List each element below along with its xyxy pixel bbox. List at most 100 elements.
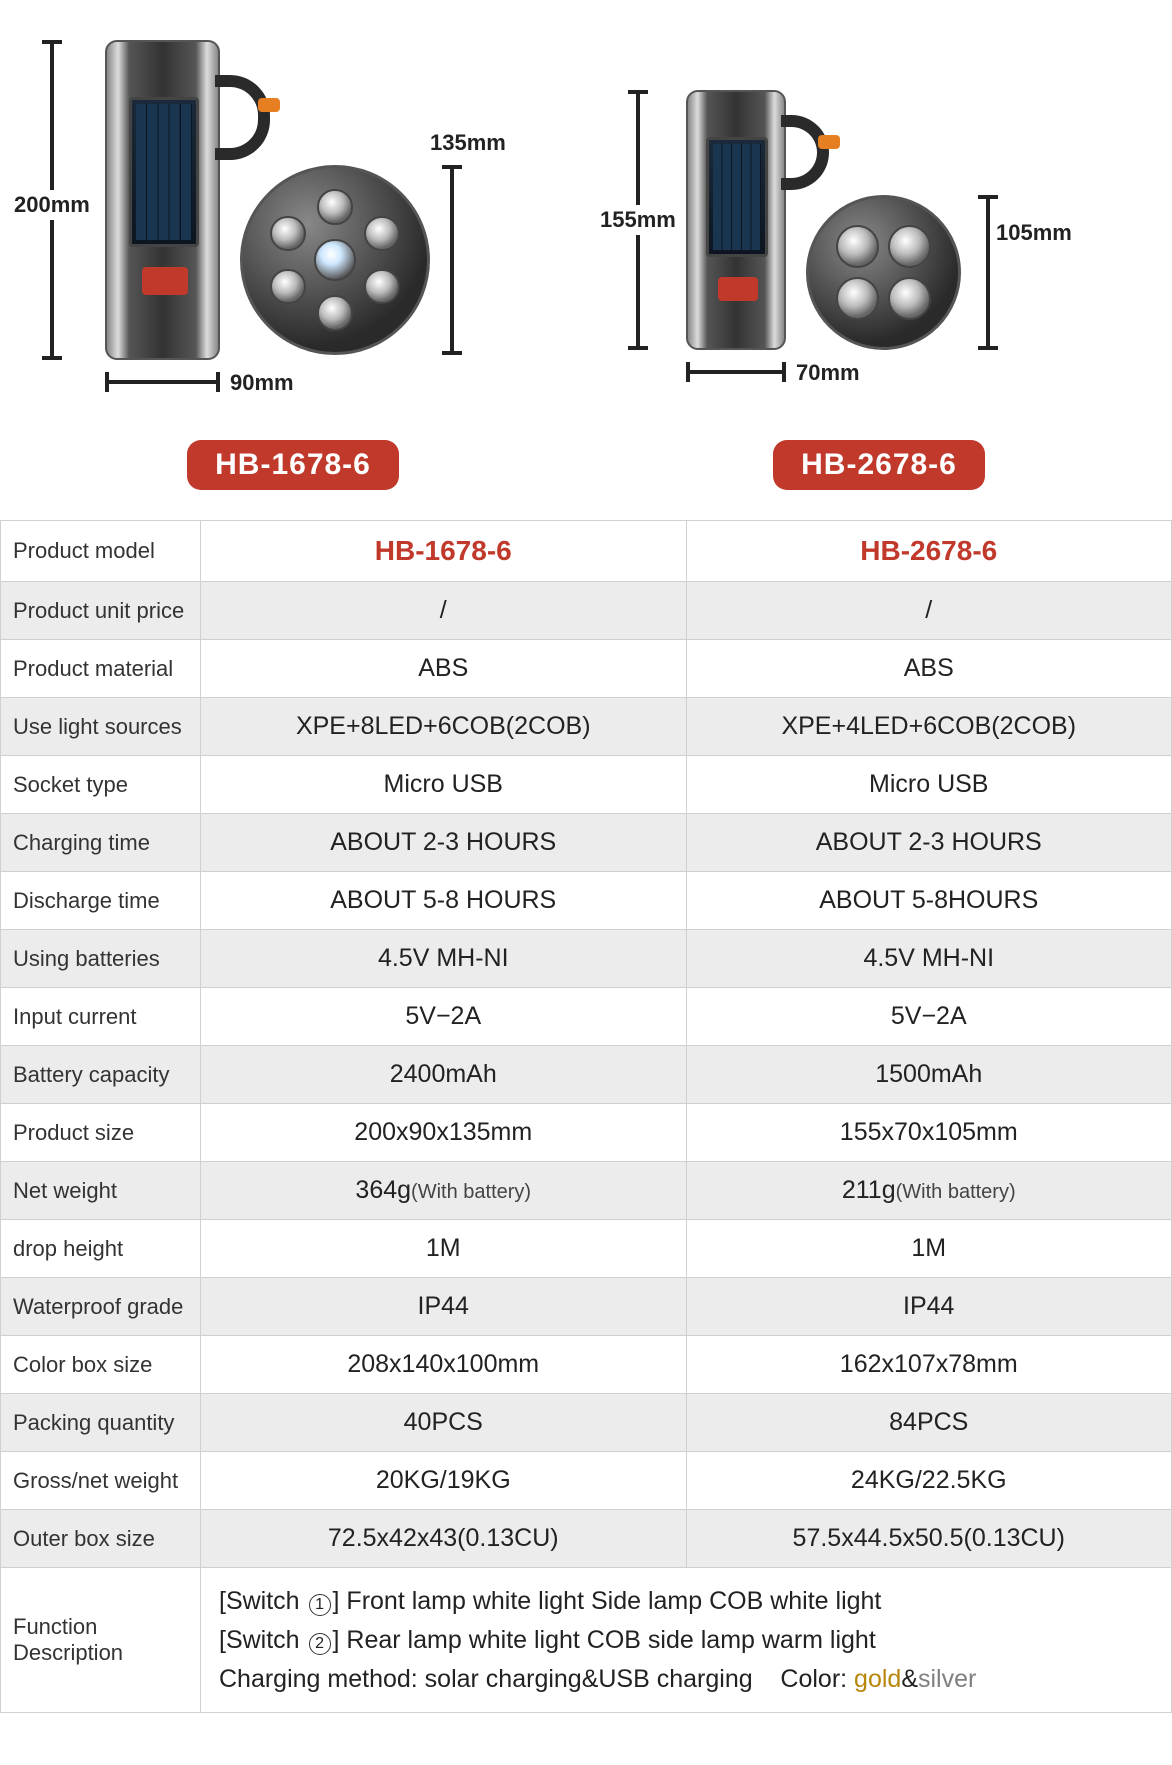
spec-label: Product material	[1, 640, 201, 698]
flashlight-head-right	[806, 195, 961, 350]
spec-label: Socket type	[1, 756, 201, 814]
table-row: Color box size208x140x100mm162x107x78mm	[1, 1336, 1172, 1394]
table-row: Waterproof gradeIP44IP44	[1, 1278, 1172, 1336]
table-row: Discharge timeABOUT 5-8 HOURSABOUT 5-8HO…	[1, 872, 1172, 930]
spec-label: Packing quantity	[1, 1394, 201, 1452]
spec-value-b: 162x107x78mm	[686, 1336, 1172, 1394]
spec-label: Product model	[1, 521, 201, 582]
dim-head-left: 135mm	[430, 130, 506, 156]
spec-label: Use light sources	[1, 698, 201, 756]
model-badges: HB-1678-6 HB-2678-6	[0, 430, 1172, 520]
badge-model-right: HB-2678-6	[773, 440, 985, 490]
spec-label: Net weight	[1, 1162, 201, 1220]
power-button-icon	[818, 135, 840, 149]
led-cluster-7	[261, 186, 408, 333]
solar-panel-icon	[706, 137, 768, 257]
spec-label: Discharge time	[1, 872, 201, 930]
dim-width-right: 70mm	[796, 360, 860, 386]
spec-label: Using batteries	[1, 930, 201, 988]
spec-value-a: Micro USB	[201, 756, 687, 814]
spec-label: drop height	[1, 1220, 201, 1278]
led-cluster-4	[824, 213, 943, 332]
dim-height-right: 155mm	[596, 205, 680, 235]
table-row: Product unit price//	[1, 582, 1172, 640]
spec-value-b: IP44	[686, 1278, 1172, 1336]
spec-label: Product unit price	[1, 582, 201, 640]
spec-label: Charging time	[1, 814, 201, 872]
solar-panel-icon	[129, 97, 199, 247]
table-row: Input current5V−2A5V−2A	[1, 988, 1172, 1046]
table-row: Gross/net weight20KG/19KG24KG/22.5KG	[1, 1452, 1172, 1510]
spec-value-a: 2400mAh	[201, 1046, 687, 1104]
spec-value-a: HB-1678-6	[201, 521, 687, 582]
spec-value-b: 5V−2A	[686, 988, 1172, 1046]
spec-value-b: Micro USB	[686, 756, 1172, 814]
spec-value-a: 72.5x42x43(0.13CU)	[201, 1510, 687, 1568]
spec-value-a: 1M	[201, 1220, 687, 1278]
table-row: Battery capacity2400mAh1500mAh	[1, 1046, 1172, 1104]
table-row-function: FunctionDescription[Switch 1] Front lamp…	[1, 1568, 1172, 1713]
spec-value-a: 4.5V MH-NI	[201, 930, 687, 988]
spec-value-b: 4.5V MH-NI	[686, 930, 1172, 988]
spec-value-a: ABOUT 5-8 HOURS	[201, 872, 687, 930]
usb-port-icon	[718, 277, 758, 301]
dim-line-head-right	[986, 195, 990, 350]
spec-label: Product size	[1, 1104, 201, 1162]
spec-value-a: ABS	[201, 640, 687, 698]
spec-label: Color box size	[1, 1336, 201, 1394]
table-row: Charging timeABOUT 2-3 HOURSABOUT 2-3 HO…	[1, 814, 1172, 872]
product-diagrams: 200mm	[0, 0, 1172, 430]
table-row: Socket typeMicro USBMicro USB	[1, 756, 1172, 814]
spec-value-a: 200x90x135mm	[201, 1104, 687, 1162]
spec-value-a: 20KG/19KG	[201, 1452, 687, 1510]
table-row: Product materialABSABS	[1, 640, 1172, 698]
spec-value-b: 57.5x44.5x50.5(0.13CU)	[686, 1510, 1172, 1568]
product-left: 200mm	[10, 20, 576, 420]
handle-icon	[781, 115, 829, 190]
table-row: Product modelHB-1678-6HB-2678-6	[1, 521, 1172, 582]
spec-value-b: 1M	[686, 1220, 1172, 1278]
spec-value-a: IP44	[201, 1278, 687, 1336]
spec-value-b: ABS	[686, 640, 1172, 698]
spec-value-b: 84PCS	[686, 1394, 1172, 1452]
spec-value-a: ABOUT 2-3 HOURS	[201, 814, 687, 872]
spec-label: Battery capacity	[1, 1046, 201, 1104]
table-row: Outer box size72.5x42x43(0.13CU)57.5x44.…	[1, 1510, 1172, 1568]
spec-value-b: 24KG/22.5KG	[686, 1452, 1172, 1510]
spec-value-a: 40PCS	[201, 1394, 687, 1452]
table-row: Packing quantity40PCS84PCS	[1, 1394, 1172, 1452]
spec-function-description: [Switch 1] Front lamp white light Side l…	[201, 1568, 1172, 1713]
handle-icon	[215, 75, 270, 160]
power-button-icon	[258, 98, 280, 112]
dim-line-width-left	[105, 380, 220, 384]
spec-value-b: ABOUT 5-8HOURS	[686, 872, 1172, 930]
spec-value-a: 208x140x100mm	[201, 1336, 687, 1394]
spec-value-a: 364g(With battery)	[201, 1162, 687, 1220]
table-row: Product size200x90x135mm155x70x105mm	[1, 1104, 1172, 1162]
badge-model-left: HB-1678-6	[187, 440, 399, 490]
spec-value-b: HB-2678-6	[686, 521, 1172, 582]
flashlight-head-left	[240, 165, 430, 355]
table-row: Use light sourcesXPE+8LED+6COB(2COB)XPE+…	[1, 698, 1172, 756]
flashlight-body-right	[686, 90, 786, 350]
product-right: 155mm 105mm 70mm	[596, 20, 1162, 420]
spec-value-a: /	[201, 582, 687, 640]
spec-value-b: 1500mAh	[686, 1046, 1172, 1104]
spec-value-b: XPE+4LED+6COB(2COB)	[686, 698, 1172, 756]
spec-value-b: /	[686, 582, 1172, 640]
spec-value-b: 211g(With battery)	[686, 1162, 1172, 1220]
flashlight-body-left	[105, 40, 220, 360]
table-row: drop height1M1M	[1, 1220, 1172, 1278]
spec-value-a: 5V−2A	[201, 988, 687, 1046]
spec-value-b: 155x70x105mm	[686, 1104, 1172, 1162]
dim-width-left: 90mm	[230, 370, 294, 396]
spec-label: Input current	[1, 988, 201, 1046]
dim-head-right: 105mm	[996, 220, 1072, 246]
table-row: Net weight364g(With battery)211g(With ba…	[1, 1162, 1172, 1220]
usb-port-icon	[142, 267, 188, 295]
spec-value-b: ABOUT 2-3 HOURS	[686, 814, 1172, 872]
dim-line-head-left	[450, 165, 454, 355]
spec-value-a: XPE+8LED+6COB(2COB)	[201, 698, 687, 756]
table-row: Using batteries4.5V MH-NI4.5V MH-NI	[1, 930, 1172, 988]
dim-height-left: 200mm	[10, 190, 94, 220]
